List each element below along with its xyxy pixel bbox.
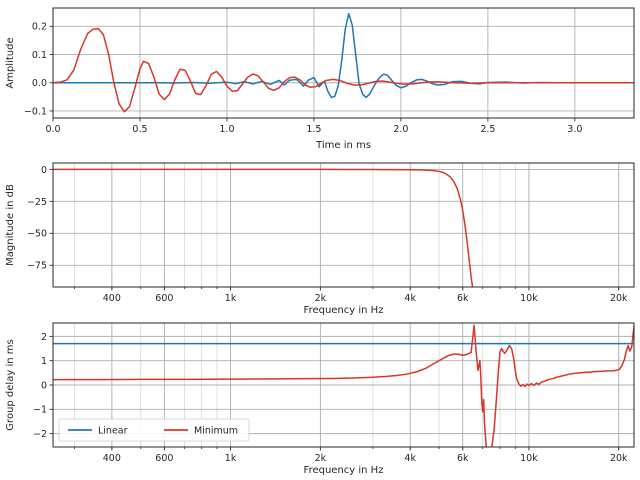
tick-label-x: 1.5: [306, 124, 321, 135]
series-line-minimum: [53, 324, 634, 447]
tick-label-y: −0.1: [24, 106, 47, 117]
x-axis-title: Frequency in Hz: [304, 305, 384, 316]
tick-label-x: 0.0: [45, 124, 60, 135]
tick-label-y: 0.0: [32, 78, 47, 89]
x-axis-title: Frequency in Hz: [304, 465, 384, 476]
tick-label-x: 2k: [315, 453, 327, 464]
legend-label: Linear: [98, 425, 128, 436]
tick-label-y: −25: [27, 197, 47, 208]
tick-label-y: 1: [41, 356, 47, 367]
y-axis-title: Group delay in ms: [5, 339, 16, 430]
tick-label-x: 10k: [520, 453, 538, 464]
tick-label-y: 0: [41, 165, 47, 176]
x-axis: 400 600 1k 2k 4k 6k 10k 20k: [74, 287, 628, 304]
tick-label-x: 20k: [610, 293, 628, 304]
tick-label-y: −2: [33, 429, 47, 440]
tick-label-x: 4k: [404, 293, 416, 304]
tick-label-x: 600: [155, 293, 173, 304]
tick-label-x: 20k: [610, 453, 628, 464]
tick-label-x: 1k: [225, 453, 237, 464]
series-line-linear: [53, 12, 634, 99]
axes-frame: [52, 7, 635, 119]
x-axis: 400 600 1k 2k 4k 6k 10k 20k: [74, 447, 628, 464]
panel-impulse-response: 0.0 0.5 1.0 1.5 2.0 2.5 3.0 −0.1 0.0 0.1 0.2 Time i…: [0, 0, 640, 152]
data-area: [53, 324, 634, 447]
y-axis: 0 −25 −50 −75: [27, 165, 53, 272]
x-axis: 0.0 0.5 1.0 1.5 2.0 2.5 3.0: [45, 118, 582, 135]
tick-label-x: 2.0: [393, 124, 408, 135]
series-line-minimum: [53, 27, 634, 113]
tick-label-y: −50: [27, 229, 47, 240]
tick-label-x: 3.0: [567, 124, 582, 135]
tick-label-y: 0: [41, 380, 47, 391]
y-axis: −0.1 0.0 0.1 0.2: [24, 22, 53, 117]
tick-label-x: 6k: [457, 453, 469, 464]
y-axis-title: Amplitude: [5, 37, 16, 88]
tick-label-x: 2.5: [480, 124, 495, 135]
legend-background: [58, 418, 250, 442]
gridlines: [53, 163, 634, 287]
tick-label-x: 0.5: [132, 124, 147, 135]
group-delay-svg: 400 600 1k 2k 4k 6k 10k 20k 2 1 0 −1 −2 Frequency in …: [5, 322, 635, 476]
legend-item-minimum[interactable]: Minimum: [164, 425, 238, 436]
tick-label-x: 1.0: [219, 124, 234, 135]
legend-item-linear[interactable]: Linear: [68, 425, 128, 436]
tick-label-y: −75: [27, 261, 47, 272]
tick-label-y: 0.1: [32, 50, 47, 61]
legend[interactable]: Linear Minimum: [58, 418, 250, 442]
tick-label-x: 6k: [457, 293, 469, 304]
tick-label-x: 2k: [315, 293, 327, 304]
x-axis-title: Time in ms: [315, 140, 371, 151]
data-area: [53, 168, 474, 287]
series-line-minimum: [53, 168, 474, 287]
tick-label-x: 600: [155, 453, 173, 464]
impulse-response-svg: 0.0 0.5 1.0 1.5 2.0 2.5 3.0 −0.1 0.0 0.1 0.2 Time i…: [5, 7, 635, 151]
tick-label-x: 400: [103, 453, 121, 464]
magnitude-response-svg: 400 600 1k 2k 4k 6k 10k 20k 0 −25 −50 −75 Frequency …: [5, 162, 635, 316]
tick-label-x: 400: [103, 293, 121, 304]
axes-frame: [52, 162, 635, 288]
panel-magnitude-response: 400 600 1k 2k 4k 6k 10k 20k 0 −25 −50 −75 Frequency …: [0, 155, 640, 316]
data-area: [53, 12, 634, 113]
y-axis-title: Magnitude in dB: [5, 184, 16, 266]
tick-label-x: 4k: [404, 453, 416, 464]
tick-label-y: 0.2: [32, 22, 47, 33]
tick-label-y: −1: [33, 405, 47, 416]
tick-label-x: 1k: [225, 293, 237, 304]
panel-group-delay: 400 600 1k 2k 4k 6k 10k 20k 2 1 0 −1 −2 Frequency in …: [0, 315, 640, 480]
tick-label-x: 10k: [520, 293, 538, 304]
y-axis: 2 1 0 −1 −2: [33, 332, 53, 440]
tick-label-y: 2: [41, 332, 47, 343]
gridlines: [52, 8, 634, 118]
legend-label: Minimum: [194, 425, 238, 436]
